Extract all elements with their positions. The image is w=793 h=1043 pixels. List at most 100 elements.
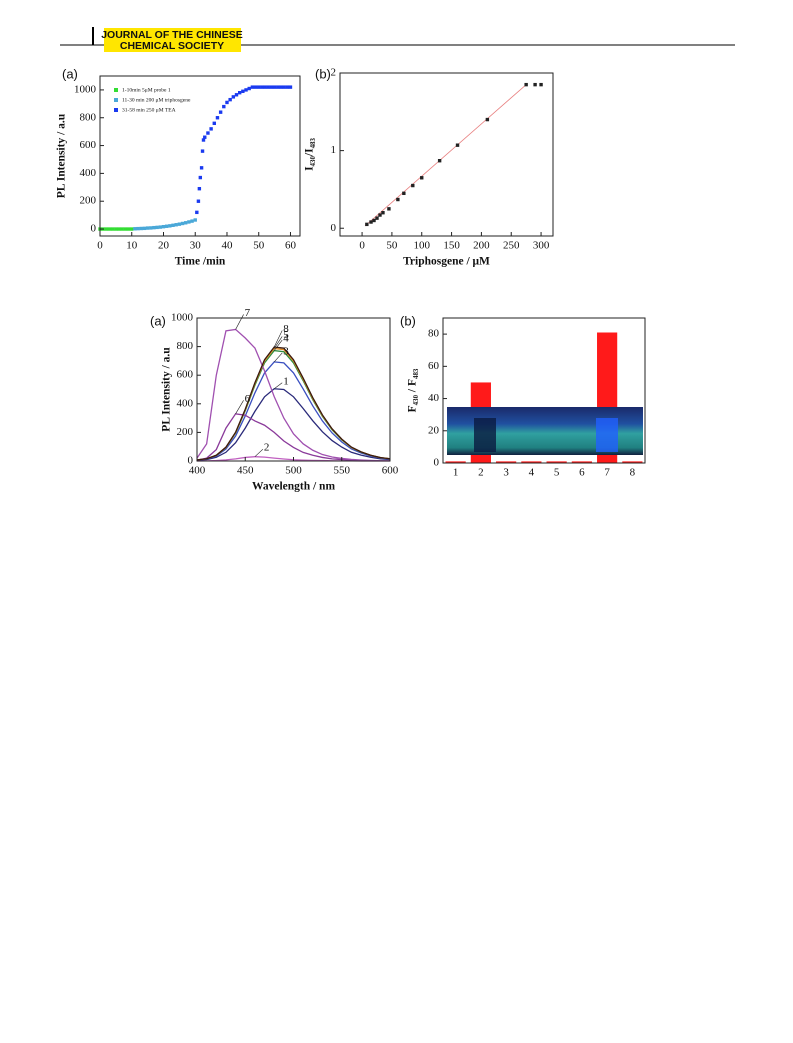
x-tick-label: 60 <box>285 240 297 252</box>
point <box>244 88 248 92</box>
panel-label: (a) <box>62 66 78 81</box>
point <box>276 85 280 89</box>
point <box>524 82 528 87</box>
header-mark <box>92 27 94 45</box>
point <box>375 216 379 220</box>
point <box>437 159 442 163</box>
point <box>117 227 121 231</box>
point <box>485 117 490 122</box>
point <box>139 226 143 231</box>
point <box>193 218 197 222</box>
x-tick-label: 200 <box>473 240 490 252</box>
vial <box>474 418 496 452</box>
point <box>126 227 131 231</box>
bar <box>496 461 517 463</box>
curve-label: 8 <box>283 323 289 335</box>
x-tick-label: 2 <box>478 467 484 479</box>
x-tick-label: 0 <box>359 240 365 252</box>
point <box>378 213 382 217</box>
x-tick-label: 5 <box>554 467 560 479</box>
journal-badge <box>104 28 241 52</box>
y-axis-title: I₄₃₀/I₄₈₃ <box>304 138 316 171</box>
point <box>203 135 207 139</box>
label-leader <box>273 336 283 349</box>
point <box>257 85 261 89</box>
label-leader <box>254 448 264 457</box>
point <box>110 227 115 231</box>
point <box>215 116 220 120</box>
point <box>195 210 199 215</box>
point <box>234 93 239 97</box>
x-tick-label: 40 <box>221 240 233 252</box>
point <box>266 85 270 89</box>
point <box>218 110 223 114</box>
y-tick-label: 0 <box>331 222 337 234</box>
point <box>402 191 406 196</box>
point <box>114 227 118 231</box>
legend-swatch <box>114 88 118 92</box>
x-tick-label: 300 <box>533 240 550 252</box>
y-tick-label: 600 <box>80 139 97 151</box>
y-axis-title: F₄₃₀ / F₄₈₃ <box>407 368 419 412</box>
journal-name: CHEMICAL SOCIETY <box>120 40 224 52</box>
point <box>282 85 286 89</box>
bar <box>571 461 592 463</box>
curve-label: 4 <box>283 333 289 345</box>
fit-line <box>364 84 527 227</box>
point <box>455 143 460 147</box>
curve-label: 5 <box>283 329 289 341</box>
point <box>145 226 150 230</box>
y-tick-label: 20 <box>428 424 440 436</box>
point <box>200 149 205 153</box>
spectrum-line <box>196 328 391 462</box>
point <box>260 85 264 89</box>
y-tick-label: 400 <box>177 397 194 409</box>
point <box>104 227 109 231</box>
point <box>158 225 163 229</box>
plot-frame <box>339 72 554 237</box>
bar <box>521 461 542 463</box>
y-tick-label: 1000 <box>74 83 97 95</box>
point <box>231 95 236 99</box>
point <box>263 85 267 89</box>
point <box>381 211 385 215</box>
y-tick-label: 800 <box>80 111 97 123</box>
point <box>285 85 290 89</box>
x-tick-label: 600 <box>382 465 399 477</box>
x-tick-label: 1 <box>453 467 459 479</box>
x-tick-label: 100 <box>413 240 430 252</box>
x-tick-label: 500 <box>285 465 302 477</box>
y-tick-label: 0 <box>91 223 97 235</box>
panel-label: (b) <box>400 313 416 328</box>
curve-label: 6 <box>245 393 251 405</box>
spectrum-line <box>196 388 391 461</box>
plot-frame <box>442 317 646 464</box>
curve-label: 7 <box>245 307 251 319</box>
label-leader <box>273 330 283 348</box>
x-axis-title: Time /min <box>175 256 226 268</box>
point <box>420 176 424 180</box>
point <box>174 223 178 227</box>
x-tick-label: 50 <box>253 240 265 252</box>
point <box>190 219 194 223</box>
x-tick-label: 50 <box>386 240 398 252</box>
label-leader <box>273 352 283 363</box>
x-tick-label: 7 <box>604 467 610 479</box>
point <box>237 90 242 95</box>
x-axis-title: Triphosgene / μM <box>403 256 490 268</box>
point <box>107 227 112 231</box>
label-leader <box>235 400 244 414</box>
point <box>197 186 202 191</box>
y-tick-label: 200 <box>177 426 194 438</box>
point <box>120 227 124 231</box>
point <box>123 227 128 231</box>
legend-label: 11-30 min 200 μM triphosgene <box>122 97 191 103</box>
y-tick-label: 600 <box>177 369 194 381</box>
x-tick-label: 450 <box>237 465 254 477</box>
x-tick-label: 0 <box>97 240 103 252</box>
point <box>196 199 201 203</box>
x-tick-label: 150 <box>443 240 460 252</box>
point <box>411 183 415 188</box>
point <box>539 82 543 87</box>
